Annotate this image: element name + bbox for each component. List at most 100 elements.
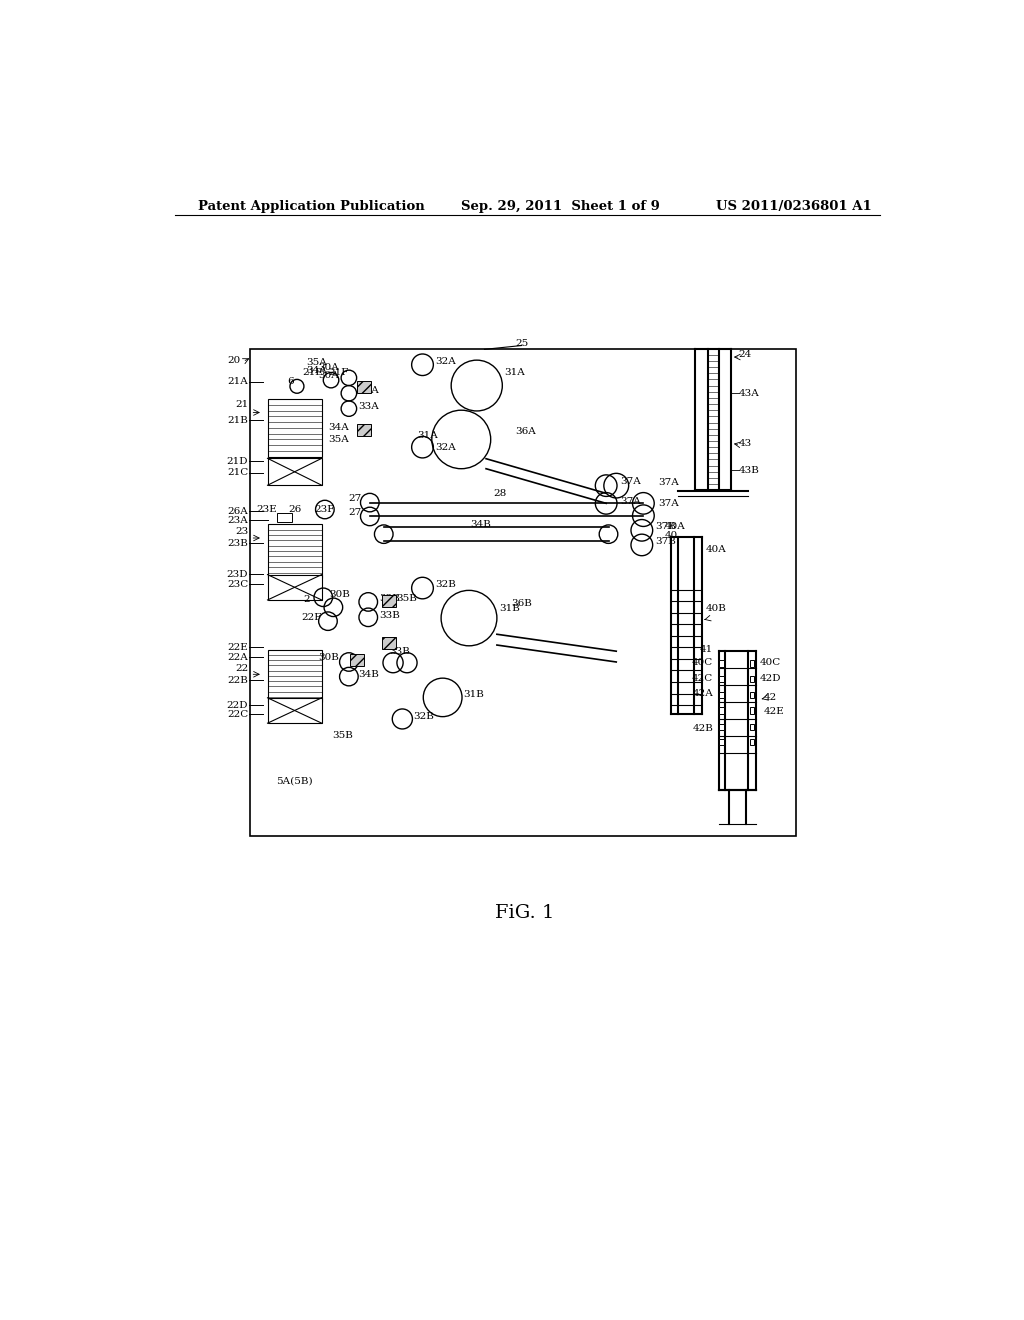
Text: 42A: 42A: [692, 689, 713, 698]
Text: 37A: 37A: [658, 478, 679, 487]
Bar: [356, 381, 371, 393]
Text: 37B: 37B: [655, 521, 676, 531]
Text: 32A: 32A: [435, 444, 456, 453]
Text: 30A: 30A: [317, 371, 339, 380]
Bar: [382, 636, 396, 649]
Text: Patent Application Publication: Patent Application Publication: [198, 199, 425, 213]
Bar: [386, 585, 403, 595]
Text: 40A: 40A: [706, 545, 726, 554]
Text: 33A: 33A: [358, 401, 379, 411]
Text: 43: 43: [738, 438, 752, 447]
Text: 43A: 43A: [738, 389, 760, 397]
Text: 32A: 32A: [435, 358, 456, 366]
Text: 23C: 23C: [227, 579, 248, 589]
Bar: [719, 676, 724, 682]
Text: 22C: 22C: [227, 710, 248, 719]
Text: 40C: 40C: [760, 659, 781, 667]
Text: 21: 21: [234, 400, 248, 409]
Text: 31B: 31B: [500, 605, 520, 614]
Text: 40A: 40A: [665, 521, 686, 531]
Text: 32B: 32B: [435, 581, 456, 590]
Text: 21F: 21F: [328, 368, 348, 378]
Text: 2: 2: [303, 595, 310, 605]
Bar: [750, 739, 755, 744]
Text: 34B: 34B: [470, 520, 492, 528]
Text: 42D: 42D: [760, 673, 781, 682]
Text: 22D: 22D: [226, 701, 248, 710]
Text: 27: 27: [349, 494, 362, 503]
Text: 22E: 22E: [227, 643, 248, 652]
Text: 34A: 34A: [306, 366, 327, 375]
Text: 30B: 30B: [317, 653, 339, 661]
Bar: [382, 595, 396, 607]
Bar: [719, 739, 724, 744]
Text: 42C: 42C: [692, 673, 713, 682]
Text: 23: 23: [234, 528, 248, 536]
Text: 22A: 22A: [227, 653, 248, 661]
Text: 37A: 37A: [621, 478, 641, 486]
Bar: [267, 698, 322, 723]
Text: 33B: 33B: [379, 611, 400, 620]
Text: 35A: 35A: [306, 358, 327, 367]
Text: 26: 26: [288, 506, 301, 513]
Text: 27: 27: [349, 508, 362, 517]
Text: 31B: 31B: [463, 690, 483, 698]
Text: 21B: 21B: [227, 416, 248, 425]
Bar: [267, 649, 322, 702]
Text: 40: 40: [665, 531, 678, 540]
Text: 30A: 30A: [317, 363, 339, 372]
Text: FiG. 1: FiG. 1: [496, 904, 554, 921]
Text: 25: 25: [515, 339, 528, 347]
Text: 35B: 35B: [332, 731, 353, 741]
Bar: [750, 660, 755, 667]
Text: 22: 22: [234, 664, 248, 673]
Text: 34A: 34A: [328, 424, 349, 433]
Text: 23E: 23E: [256, 506, 276, 513]
Text: 33A: 33A: [358, 387, 379, 396]
Text: 23B: 23B: [227, 539, 248, 548]
Text: 37A: 37A: [658, 499, 679, 508]
Text: Sep. 29, 2011  Sheet 1 of 9: Sep. 29, 2011 Sheet 1 of 9: [461, 199, 660, 213]
Text: 36B: 36B: [512, 599, 532, 609]
Bar: [719, 708, 724, 714]
Text: 40B: 40B: [706, 605, 726, 614]
Bar: [350, 653, 365, 665]
Text: 42E: 42E: [764, 706, 784, 715]
Text: 21E: 21E: [302, 368, 324, 378]
Text: US 2011/0236801 A1: US 2011/0236801 A1: [716, 199, 872, 213]
Bar: [750, 723, 755, 730]
Bar: [356, 424, 371, 437]
Bar: [394, 380, 411, 391]
Bar: [719, 723, 724, 730]
Bar: [400, 367, 418, 379]
Text: 31A: 31A: [504, 368, 524, 378]
Text: 43B: 43B: [738, 466, 760, 475]
Bar: [276, 512, 292, 521]
Bar: [267, 458, 322, 486]
Bar: [750, 676, 755, 682]
Text: 30B: 30B: [330, 590, 350, 599]
Text: 35A: 35A: [328, 436, 349, 444]
Bar: [267, 574, 322, 601]
Text: 37B: 37B: [655, 537, 676, 546]
Text: 22B: 22B: [227, 676, 248, 685]
Text: 5A(5B): 5A(5B): [276, 776, 313, 785]
Text: 32B: 32B: [414, 713, 434, 721]
Bar: [267, 399, 322, 457]
Bar: [348, 713, 366, 725]
Text: 36A: 36A: [515, 428, 537, 436]
Bar: [341, 727, 358, 738]
Text: 26A: 26A: [227, 507, 248, 516]
Text: 20: 20: [227, 355, 241, 364]
Bar: [750, 708, 755, 714]
Text: 21A: 21A: [227, 378, 248, 387]
Text: 6: 6: [287, 378, 294, 387]
Text: 41: 41: [699, 645, 713, 655]
Bar: [750, 692, 755, 698]
Bar: [251, 350, 796, 836]
Text: 33B: 33B: [389, 648, 410, 656]
Text: 31A: 31A: [417, 432, 438, 440]
Text: 37A: 37A: [621, 496, 641, 506]
Text: 23F: 23F: [314, 506, 335, 513]
Bar: [267, 524, 322, 578]
